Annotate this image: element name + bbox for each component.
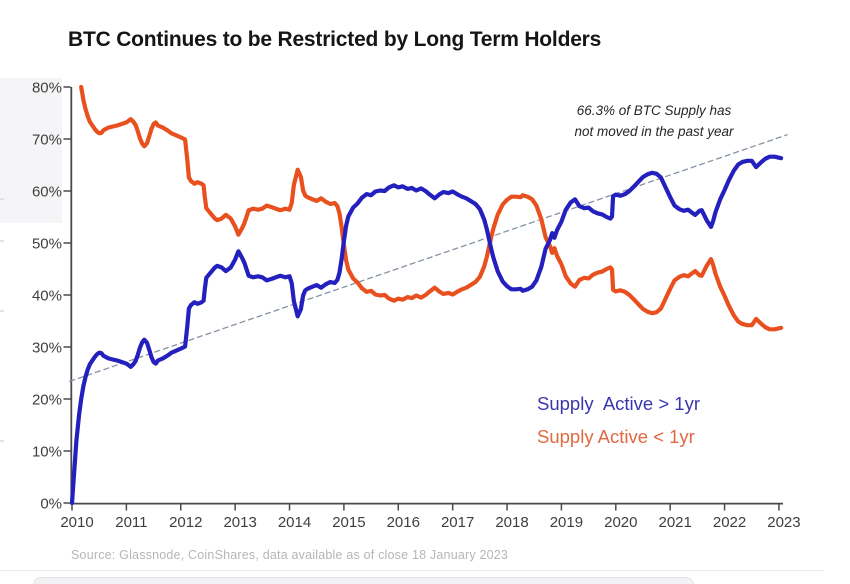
annotation-line-1: 66.3% of BTC Supply has [576, 103, 732, 118]
x-tick-label: 2023 [767, 514, 800, 531]
x-tick-label: 2012 [169, 514, 202, 531]
x-tick-label: 2019 [550, 514, 583, 531]
y-tick-label: 30% [32, 340, 62, 357]
x-tick-label: 2017 [441, 514, 474, 531]
x-tick-label: 2010 [60, 514, 93, 531]
x-tick-label: 2022 [713, 514, 746, 531]
supply-active-over-1yr [69, 154, 784, 506]
y-tick-label: 50% [32, 236, 62, 253]
y-tick-label: 80% [32, 80, 62, 97]
y-tick-label: 70% [32, 132, 62, 149]
edge-artifact [0, 198, 4, 200]
x-tick-label: 2015 [332, 514, 365, 531]
edge-artifact [0, 440, 4, 442]
y-tick-label: 20% [32, 392, 62, 409]
legend-item-supply-over-1yr: Supply Active > 1yr [537, 393, 700, 414]
x-tick-label: 2016 [387, 514, 420, 531]
supply-active-under-1yr [79, 84, 784, 332]
x-tick-label: 2013 [223, 514, 256, 531]
cutoff-bottom-element [33, 577, 694, 584]
chart-legend: Supply Active > 1yr Supply Active < 1yr [537, 392, 700, 458]
chart-annotation: 66.3% of BTC Supply has not moved in the… [548, 100, 760, 142]
y-tick-label: 0% [40, 496, 62, 513]
x-tick-label: 2021 [658, 514, 691, 531]
annotation-line-2: not moved in the past year [574, 124, 734, 139]
left-shade-panel [0, 78, 62, 223]
edge-artifact [0, 240, 4, 242]
x-tick-label: 2014 [278, 514, 311, 531]
y-tick-label: 60% [32, 184, 62, 201]
y-tick-label: 10% [32, 444, 62, 461]
x-tick-label: 2011 [115, 514, 147, 531]
bottom-divider [0, 570, 824, 571]
x-tick-label: 2018 [495, 514, 528, 531]
trend-line [69, 134, 788, 382]
y-tick-label: 40% [32, 288, 62, 305]
x-tick-label: 2020 [604, 514, 637, 531]
edge-artifact [0, 310, 4, 312]
chart-title: BTC Continues to be Restricted by Long T… [68, 28, 602, 51]
source-note: Source: Glassnode, CoinShares, data avai… [71, 548, 509, 562]
legend-item-supply-under-1yr: Supply Active < 1yr [537, 426, 695, 447]
